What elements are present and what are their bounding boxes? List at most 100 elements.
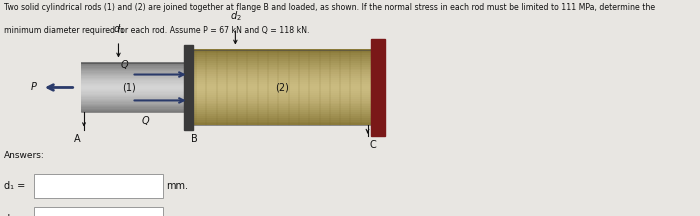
Bar [189, 89, 374, 91]
Text: $d_1$: $d_1$ [113, 22, 125, 36]
Bar [189, 63, 374, 65]
Bar [189, 61, 374, 63]
Text: (1): (1) [122, 83, 136, 92]
Bar [80, 84, 189, 85]
Bar [80, 80, 189, 81]
Bar [80, 71, 189, 73]
Bar [80, 108, 189, 110]
Bar [189, 91, 374, 93]
Bar [189, 93, 374, 95]
Bar [80, 74, 189, 75]
Bar [189, 49, 374, 52]
Bar [80, 102, 189, 104]
Bar [189, 87, 374, 89]
Bar [189, 102, 374, 105]
Bar [189, 74, 374, 76]
Bar [189, 55, 374, 57]
Bar [189, 76, 374, 78]
Bar [80, 76, 189, 78]
Text: Answers:: Answers: [4, 151, 44, 160]
Bar [80, 72, 189, 74]
Bar [189, 72, 374, 74]
Bar [189, 119, 374, 121]
Text: minimum diameter required for each rod. Assume P = 67 kN and Q = 118 kN.: minimum diameter required for each rod. … [4, 26, 309, 35]
Bar [189, 100, 374, 103]
Text: mm.: mm. [166, 214, 188, 216]
Bar [189, 97, 374, 99]
Bar [189, 70, 374, 72]
Text: Q: Q [142, 116, 149, 125]
Bar [80, 85, 189, 86]
Bar [189, 116, 374, 118]
Bar [189, 84, 374, 86]
Bar [189, 82, 374, 84]
Bar [189, 112, 374, 114]
Bar [80, 66, 189, 68]
Bar [189, 121, 374, 123]
Bar [80, 92, 189, 94]
Bar [189, 65, 374, 67]
Bar [80, 81, 189, 83]
Text: (2): (2) [275, 83, 288, 92]
Text: P: P [32, 83, 37, 92]
Bar [80, 98, 189, 100]
Bar [371, 39, 385, 136]
Bar [80, 62, 189, 64]
Text: d₂ =: d₂ = [4, 214, 24, 216]
Text: Q: Q [121, 60, 128, 70]
Bar [80, 79, 189, 80]
Bar [80, 90, 189, 91]
Bar [189, 108, 374, 110]
Bar [80, 91, 189, 92]
Bar [80, 67, 189, 69]
Bar [189, 110, 374, 112]
Text: $d_2$: $d_2$ [230, 9, 242, 23]
Bar [184, 45, 193, 130]
Bar [80, 87, 189, 89]
Bar [80, 82, 189, 84]
Bar [80, 106, 189, 107]
Bar [189, 53, 374, 55]
Bar [189, 51, 374, 54]
Bar [189, 57, 374, 59]
Text: C: C [370, 140, 377, 150]
Bar [80, 89, 189, 90]
Bar [80, 86, 189, 87]
Bar [189, 67, 374, 69]
Bar [80, 103, 189, 105]
Bar [80, 111, 189, 112]
Bar [80, 110, 189, 111]
Bar [80, 107, 189, 109]
Bar [189, 68, 374, 70]
Bar [189, 104, 374, 106]
Bar [80, 94, 189, 95]
Bar [189, 85, 374, 87]
FancyBboxPatch shape [34, 207, 163, 216]
Bar [189, 106, 374, 108]
Bar [80, 77, 189, 79]
FancyBboxPatch shape [34, 174, 163, 198]
Bar [189, 114, 374, 116]
Bar [189, 98, 374, 101]
Bar [80, 100, 189, 101]
Text: mm.: mm. [166, 181, 188, 191]
Bar [80, 65, 189, 66]
Text: B: B [191, 134, 197, 144]
Bar [80, 64, 189, 65]
Bar [189, 95, 374, 97]
Bar [189, 118, 374, 120]
Bar [80, 105, 189, 106]
Text: d₁ =: d₁ = [4, 181, 24, 191]
Bar [80, 69, 189, 70]
Text: A: A [74, 134, 80, 144]
Bar [80, 95, 189, 96]
Bar [80, 101, 189, 102]
Text: Two solid cylindrical rods (1) and (2) are joined together at flange B and loade: Two solid cylindrical rods (1) and (2) a… [4, 3, 654, 12]
Bar [189, 78, 374, 80]
Bar [80, 75, 189, 76]
Bar [80, 70, 189, 71]
Bar [80, 96, 189, 97]
Bar [80, 97, 189, 99]
Bar [189, 80, 374, 82]
Bar [189, 123, 374, 125]
